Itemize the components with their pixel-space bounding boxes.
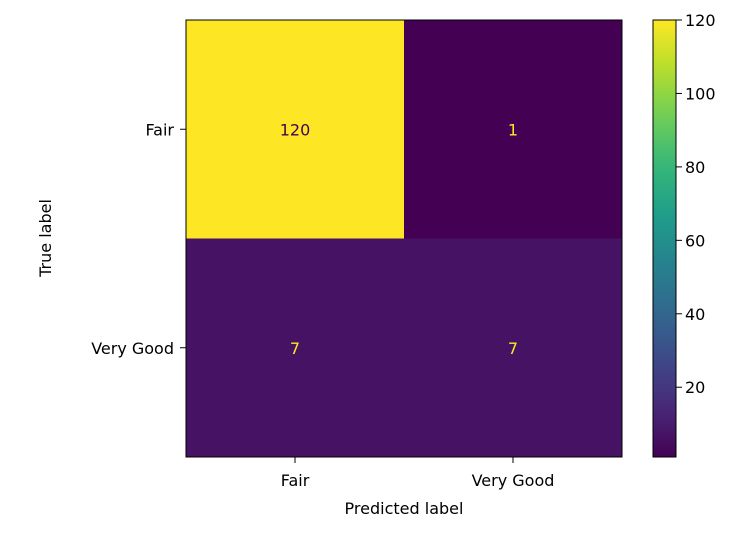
x-axis-label: Predicted label [345,499,464,518]
colorbar-tick-label: 100 [685,84,716,103]
colorbar-ticks: 20 40 60 80 100 120 [676,11,716,397]
cell-value-0-1: 1 [508,120,518,139]
colorbar-tick-label: 60 [685,231,705,250]
cell-1-1 [404,238,622,457]
cell-0-0 [186,20,404,239]
cell-value-1-0: 7 [290,339,300,358]
colorbar-tick-label: 40 [685,305,705,324]
y-axis-ticks: Fair Very Good [91,120,186,358]
colorbar [652,19,677,458]
plot-frame [185,19,623,458]
colorbar-tick-label: 20 [685,378,705,397]
x-tick-label: Fair [281,471,310,490]
colorbar-tick-label: 80 [685,158,705,177]
y-tick-label: Fair [145,120,174,139]
cell-0-1 [404,20,622,239]
cell-1-0 [186,238,404,457]
cell-value-0-0: 120 [280,120,311,139]
y-axis-label: True label [36,199,55,278]
x-tick-label: Very Good [472,471,555,490]
matrix-cells: 120 1 7 7 [186,20,622,457]
y-tick-label: Very Good [91,339,174,358]
x-axis-ticks: Fair Very Good [281,457,555,490]
cell-value-1-1: 7 [508,339,518,358]
colorbar-tick-label: 120 [685,11,716,30]
